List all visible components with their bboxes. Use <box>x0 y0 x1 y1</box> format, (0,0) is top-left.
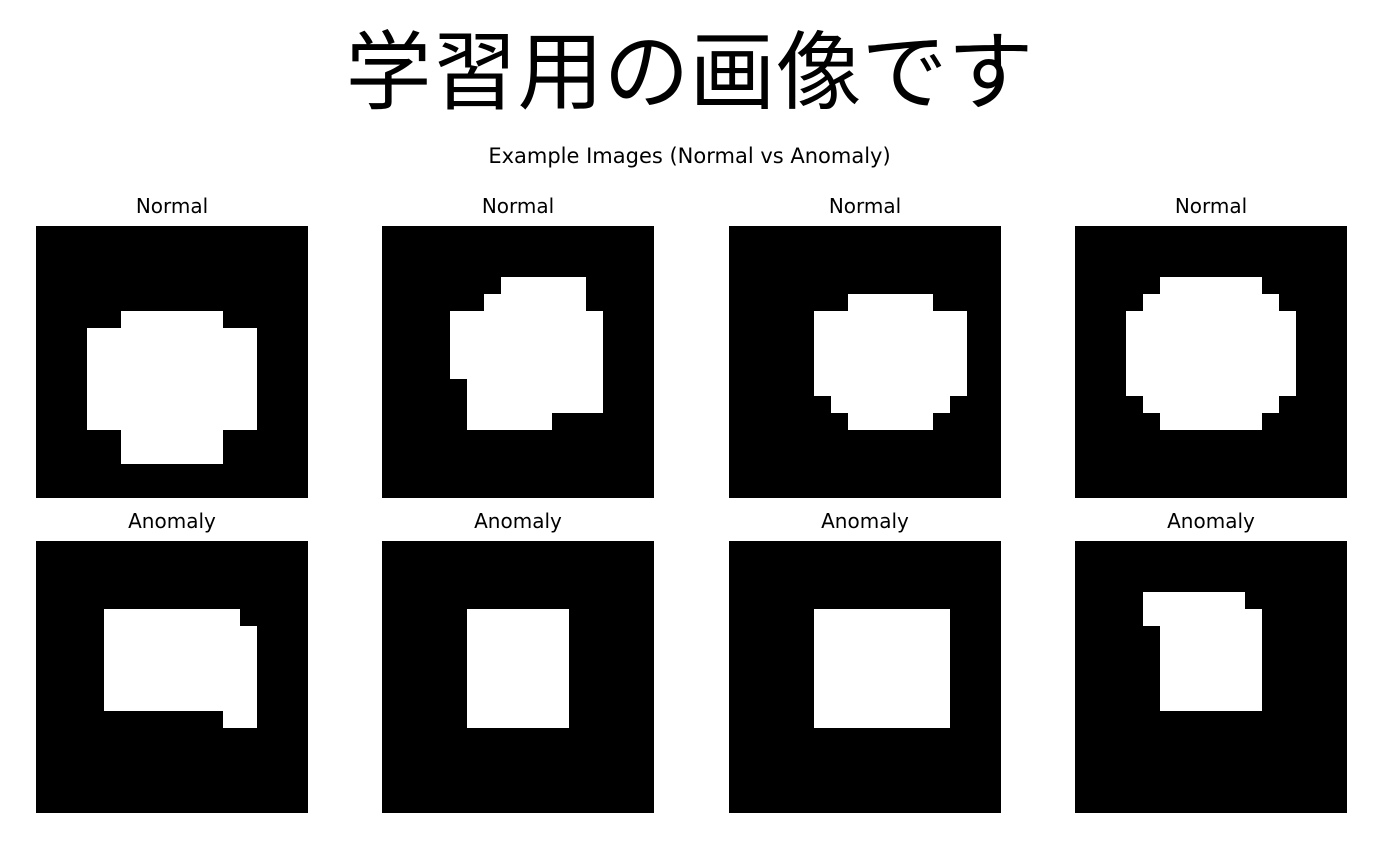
panel-title: Normal <box>135 194 209 218</box>
square-pixel-row <box>467 694 569 711</box>
square-pixel-row <box>814 626 950 643</box>
circle-pixel-row <box>831 396 950 413</box>
square-pixel-row <box>1160 660 1262 677</box>
panel-title: Normal <box>481 194 555 218</box>
circle-pixel-row <box>450 328 603 345</box>
circle-pixel-row <box>87 413 257 430</box>
circle-pixel-row <box>1143 294 1279 311</box>
square-pixel-row <box>467 643 569 660</box>
panel-title: Anomaly <box>128 509 216 533</box>
square-pixel-row <box>1160 694 1262 711</box>
circle-pixel-row <box>467 379 603 396</box>
circle-pixel-row <box>501 277 586 294</box>
panel-title: Anomaly <box>821 509 909 533</box>
panel-image <box>36 226 308 498</box>
circle-pixel-row <box>121 311 223 328</box>
circle-pixel-row <box>87 396 257 413</box>
circle-pixel-row <box>814 311 967 328</box>
circle-pixel-row <box>1126 328 1296 345</box>
square-pixel-row <box>104 643 257 660</box>
square-pixel-row <box>814 711 950 728</box>
square-pixel-row <box>104 609 240 626</box>
square-pixel-row <box>467 711 569 728</box>
circle-pixel-row <box>1126 345 1296 362</box>
square-pixel-row <box>467 626 569 643</box>
circle-pixel-row <box>467 396 603 413</box>
circle-pixel-row <box>814 328 967 345</box>
square-pixel-row <box>814 643 950 660</box>
panel-title: Anomaly <box>474 509 562 533</box>
panel-title: Normal <box>828 194 902 218</box>
page-heading: 学習用の画像です <box>345 23 1034 123</box>
circle-pixel-row <box>121 430 223 447</box>
circle-pixel-row <box>1160 413 1262 430</box>
square-pixel-row <box>1143 609 1262 626</box>
circle-pixel-row <box>1126 379 1296 396</box>
square-pixel-row <box>814 609 950 626</box>
square-pixel-row <box>104 626 257 643</box>
panel-image <box>1075 226 1347 498</box>
panel-title: Anomaly <box>1167 509 1255 533</box>
circle-pixel-row <box>814 379 967 396</box>
square-pixel-row <box>104 677 257 694</box>
circle-pixel-row <box>1143 396 1279 413</box>
panel-image <box>382 226 654 498</box>
panel-image <box>36 541 308 813</box>
circle-pixel-row <box>450 311 603 328</box>
square-pixel-row <box>467 609 569 626</box>
circle-pixel-row <box>484 294 586 311</box>
square-pixel-row <box>467 677 569 694</box>
square-pixel-row <box>104 660 257 677</box>
circle-pixel-row <box>1126 311 1296 328</box>
circle-pixel-row <box>848 413 933 430</box>
panel-image <box>729 226 1001 498</box>
circle-pixel-row <box>814 362 967 379</box>
circle-pixel-row <box>848 294 933 311</box>
square-pixel-row <box>467 660 569 677</box>
circle-pixel-row <box>87 328 257 345</box>
square-pixel-row <box>104 694 257 711</box>
circle-pixel-row <box>467 413 552 430</box>
square-pixel-row <box>814 677 950 694</box>
square-pixel-row <box>1160 626 1262 643</box>
panel-image <box>382 541 654 813</box>
circle-pixel-row <box>121 447 223 464</box>
square-pixel-row <box>814 694 950 711</box>
square-pixel-row <box>1143 592 1245 609</box>
circle-pixel-row <box>450 362 603 379</box>
circle-pixel-row <box>87 362 257 379</box>
panel-image <box>1075 541 1347 813</box>
square-pixel-row <box>814 660 950 677</box>
square-pixel-row <box>1160 643 1262 660</box>
circle-pixel-row <box>450 345 603 362</box>
circle-pixel-row <box>814 345 967 362</box>
circle-pixel-row <box>1126 362 1296 379</box>
panel-title: Normal <box>1174 194 1248 218</box>
circle-pixel-row <box>87 345 257 362</box>
square-pixel-row <box>1160 677 1262 694</box>
circle-pixel-row <box>87 379 257 396</box>
circle-pixel-row <box>1160 277 1262 294</box>
figure-suptitle: Example Images (Normal vs Anomaly) <box>488 144 891 168</box>
panel-image <box>729 541 1001 813</box>
square-pixel-row <box>223 711 257 728</box>
